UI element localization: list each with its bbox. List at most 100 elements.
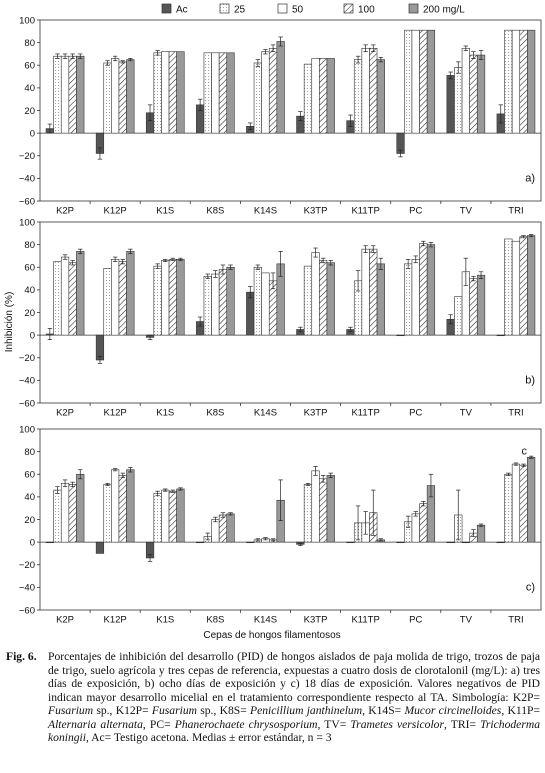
bar-25-K3TP [303, 265, 313, 336]
x-tick-label: PC [409, 408, 422, 419]
bar-100-TRI [519, 29, 528, 134]
bar-25-K14S [253, 266, 262, 336]
legend: Ac 25 50 100 200 mg/L [161, 3, 465, 16]
x-tick-label: TV [460, 206, 473, 217]
x-tick-label: K12P [104, 206, 127, 217]
figure-caption: Fig. 6. Porcentajes de inhibición del de… [0, 650, 545, 773]
bar-200-TV [476, 274, 486, 336]
y-tick-label: 60 [24, 263, 35, 274]
bar-Ac-K11TP [346, 541, 355, 544]
x-tick-label: PC [409, 206, 422, 217]
bar-100-TRI [519, 236, 528, 336]
x-tick-label: TV [460, 408, 473, 419]
legend-swatch-Ac [161, 3, 172, 14]
bar-Ac-K8S [196, 541, 205, 544]
bar-200-K3TP [326, 475, 335, 543]
y-tick-label: 100 [19, 424, 35, 435]
y-tick-label: 80 [24, 447, 35, 458]
bar-100-K8S [218, 514, 228, 543]
bar-50-K2P [60, 256, 70, 336]
bar-50-K2P [60, 55, 70, 134]
bar-50-K11TP [361, 248, 370, 336]
bar-Ac-K2P [45, 541, 54, 544]
bar-100-K1S [168, 51, 177, 134]
y-tick-label: 100 [19, 15, 35, 26]
bar-50-TRI [511, 463, 521, 543]
caption-species-name: Trichoderma koningii [48, 717, 540, 745]
bar-100-K12P [118, 261, 127, 336]
bar-200-K3TP [326, 58, 335, 134]
x-tick-label: K14S [254, 615, 277, 626]
bar-100-PC [419, 503, 428, 543]
bar-Ac-PC [396, 334, 405, 337]
bar-Ac-TV [446, 75, 455, 134]
caption-text-segment: sp., K8S= [197, 704, 251, 717]
bar-200-TRI [527, 456, 536, 543]
bar-25-K12P [103, 484, 112, 543]
bar-200-K1S [176, 259, 185, 336]
bar-50-PC [411, 259, 420, 336]
y-tick-label: 80 [24, 240, 35, 251]
y-tick-label: 20 [24, 515, 35, 526]
bar-Ac-TRI [496, 334, 505, 337]
bar-100-K3TP [319, 478, 328, 543]
bar-25-K3TP [303, 484, 313, 543]
figure-number: Fig. 6. [6, 650, 37, 663]
x-tick-label: K8S [206, 615, 224, 626]
bar-25-TV [454, 67, 463, 134]
bar-50-K3TP [311, 252, 320, 336]
bar-25-K12P [103, 62, 112, 134]
legend-swatch-200 [408, 3, 419, 14]
bar-100-K11TP [369, 248, 378, 336]
caption-species-name: Fusarium [48, 704, 94, 717]
y-tick-label: 80 [24, 38, 35, 49]
y-tick-label: 100 [19, 217, 35, 228]
bar-50-K1S [161, 489, 170, 543]
bar-50-K3TP [311, 58, 320, 134]
caption-text: Porcentajes de inhibición del desarrollo… [48, 650, 540, 745]
bar-100-K14S [268, 47, 278, 134]
legend-swatch-50 [277, 3, 288, 14]
y-tick-label: 60 [24, 61, 35, 72]
bar-100-K3TP [319, 58, 328, 134]
y-tick-label: −20 [19, 560, 35, 571]
chart-panel-1: −60 −40 −20 0 20 40 60 80 100 K2P K12P K1S K8S K14S K3… [19, 15, 542, 217]
bar-200-K12P [126, 469, 135, 543]
bar-100-TV [469, 278, 478, 336]
bar-100-TV [469, 54, 478, 134]
bar-50-TV [461, 541, 470, 544]
caption-text-segment: , TV= [317, 717, 351, 731]
bar-50-K1S [161, 260, 170, 336]
bar-50-K14S [261, 51, 270, 134]
bar-100-PC [419, 29, 428, 134]
x-tick-label: PC [409, 615, 422, 626]
x-tick-label: K14S [254, 206, 277, 217]
bar-100-K12P [118, 61, 127, 134]
y-tick-label: 20 [24, 106, 35, 117]
bar-50-K2P [60, 482, 70, 543]
bar-25-K1S [153, 52, 162, 134]
bar-200-K12P [126, 251, 135, 336]
bar-100-K8S [218, 52, 228, 134]
bar-200-TRI [527, 29, 536, 134]
bar-100-K3TP [319, 260, 328, 336]
panel-label: c) [526, 581, 535, 593]
bar-Ac-PC [396, 541, 405, 544]
bar-100-K8S [218, 269, 228, 336]
bar-25-K2P [53, 489, 62, 543]
bar-50-K11TP [361, 47, 370, 134]
bar-50-K12P [111, 58, 120, 134]
x-tick-label: K8S [206, 206, 224, 217]
caption-species-name: Phanerochaete chrysosporium [174, 717, 318, 731]
bar-200-K8S [226, 266, 235, 336]
bar-100-K1S [168, 490, 177, 543]
bar-200-TV [476, 54, 486, 134]
bar-25-K1S [153, 265, 162, 336]
bar-25-K8S [203, 275, 212, 336]
bar-25-K1S [153, 493, 162, 543]
x-tick-label: K11TP [351, 206, 379, 217]
x-tick-label: TRI [508, 408, 523, 419]
y-tick-label: 60 [24, 470, 35, 481]
bar-100-K2P [68, 262, 77, 336]
x-tick-label: K3TP [304, 615, 328, 626]
